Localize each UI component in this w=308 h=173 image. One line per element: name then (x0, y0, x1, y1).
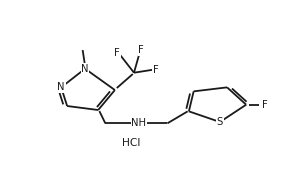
Text: NH: NH (131, 118, 146, 128)
Text: F: F (138, 45, 144, 55)
Text: F: F (114, 48, 120, 58)
Text: N: N (81, 64, 89, 74)
Text: N: N (57, 82, 65, 92)
Text: S: S (217, 117, 223, 127)
Text: F: F (262, 100, 268, 110)
Text: F: F (152, 65, 158, 75)
Text: HCl: HCl (122, 138, 141, 148)
